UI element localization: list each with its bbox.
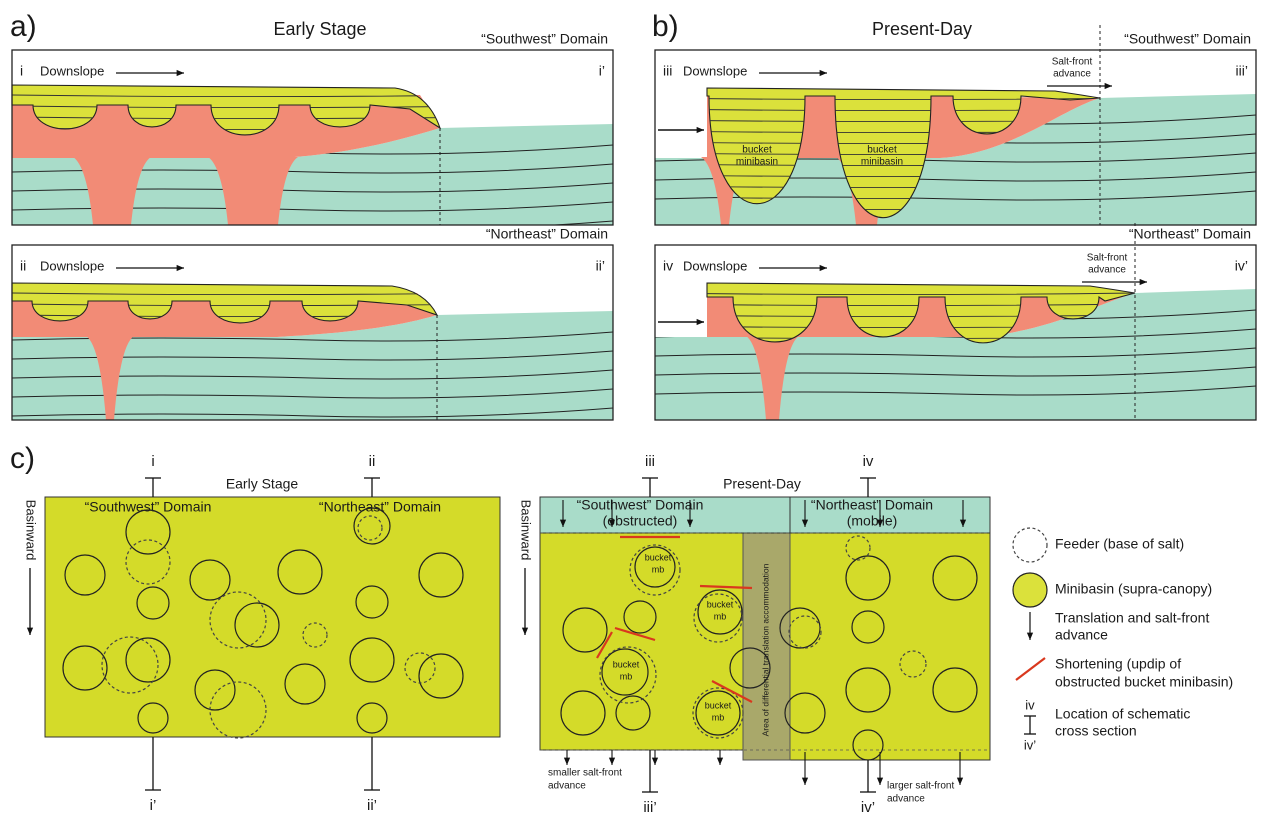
label: cross section [1055, 723, 1137, 739]
label: smaller salt-front [548, 768, 622, 779]
arrow-head [820, 70, 827, 76]
label: iv’ [1024, 737, 1036, 752]
label: Basinward [24, 500, 39, 561]
arrow-head [1105, 83, 1112, 89]
label: bucket [742, 145, 772, 156]
label: c) [10, 442, 35, 475]
arrow-head [697, 127, 704, 133]
label: ii [20, 258, 26, 274]
label: advance [1055, 627, 1108, 643]
label: mb [652, 564, 665, 574]
label: “Northeast” Domain [319, 499, 441, 515]
label: obstructed bucket minibasin) [1055, 674, 1233, 690]
label: bucket [867, 145, 897, 156]
map-early [45, 497, 500, 737]
label: Early Stage [273, 19, 366, 39]
label: iv’ [1235, 258, 1248, 274]
label: mb [620, 671, 633, 681]
arrow-head [820, 265, 827, 271]
arrow-head [957, 778, 963, 785]
label: Area of differential translation accommo… [760, 563, 770, 736]
arrow-head [27, 628, 33, 635]
feeder [1013, 528, 1047, 562]
arrow-head [802, 778, 808, 785]
cross-section [655, 223, 1256, 420]
label: ii [369, 453, 376, 470]
label: i’ [599, 63, 605, 79]
label: iv [863, 453, 874, 470]
arrow-head [877, 778, 883, 785]
label: Downslope [683, 258, 747, 273]
arrow-head [564, 758, 570, 765]
label: iv’ [861, 799, 875, 816]
label: ii’ [367, 797, 377, 814]
label: larger salt-front [887, 781, 954, 792]
arrow-head [1027, 633, 1033, 640]
label: a) [10, 10, 37, 43]
label: “Southwest” Domain [1124, 31, 1251, 47]
label: bucket [707, 599, 734, 609]
label: “Southwest” Domain [577, 497, 704, 513]
arrow-head [177, 70, 184, 76]
label: Downslope [40, 63, 104, 78]
label: Salt-front [1087, 253, 1128, 264]
label: b) [652, 10, 679, 43]
label: “Northeast” Domain [486, 226, 608, 242]
label: Early Stage [226, 476, 299, 492]
label: bucket [645, 552, 672, 562]
label: bucket [705, 700, 732, 710]
arrow-head [1140, 279, 1147, 285]
label: Downslope [40, 258, 104, 273]
label: minibasin [861, 157, 903, 168]
label: mb [712, 712, 725, 722]
label: Salt-front [1052, 57, 1093, 68]
arrow-head [697, 319, 704, 325]
label: i [20, 63, 23, 79]
label: i [151, 453, 154, 470]
label: Location of schematic [1055, 706, 1190, 722]
label: Feeder (base of salt) [1055, 536, 1184, 552]
label: Minibasin (supra-canopy) [1055, 581, 1212, 597]
label: iii [645, 453, 655, 470]
label: iii’ [1236, 63, 1248, 79]
label: Present-Day [723, 476, 801, 492]
label: Shortening (updip of [1055, 656, 1181, 672]
label: mb [714, 611, 727, 621]
label: iii’ [643, 799, 656, 816]
arrow-head [717, 758, 723, 765]
cross-section [655, 25, 1256, 225]
label: iv [1025, 697, 1035, 712]
label: minibasin [736, 157, 778, 168]
label: advance [1088, 265, 1126, 276]
legend-minibasin [1013, 573, 1047, 607]
label: ii’ [596, 258, 605, 274]
label: iii [663, 63, 672, 79]
label: (mobile) [847, 513, 898, 529]
arrow-head [609, 758, 615, 765]
figure: a)Early Stage“Southwest” Domainii’Downsl… [0, 0, 1270, 824]
label: Downslope [683, 63, 747, 78]
label: “Southwest” Domain [85, 499, 212, 515]
label: iv [663, 258, 673, 274]
label: advance [548, 781, 586, 792]
label: “Northeast” Domain [1129, 226, 1251, 242]
label: Basinward [519, 500, 534, 561]
label: Present-Day [872, 19, 972, 39]
arrow-head [522, 628, 528, 635]
label: “Northeast” Domain [811, 497, 933, 513]
label: advance [887, 794, 925, 805]
label: “Southwest” Domain [481, 31, 608, 47]
arrow-head [652, 758, 658, 765]
label: bucket [613, 659, 640, 669]
label: advance [1053, 69, 1091, 80]
label: Translation and salt-front [1055, 610, 1209, 626]
arrow-head [177, 265, 184, 271]
label: i’ [150, 797, 157, 814]
line [1016, 658, 1045, 680]
page: {"panel_a": {"label": "a)", "title": "Ea… [0, 0, 1270, 824]
